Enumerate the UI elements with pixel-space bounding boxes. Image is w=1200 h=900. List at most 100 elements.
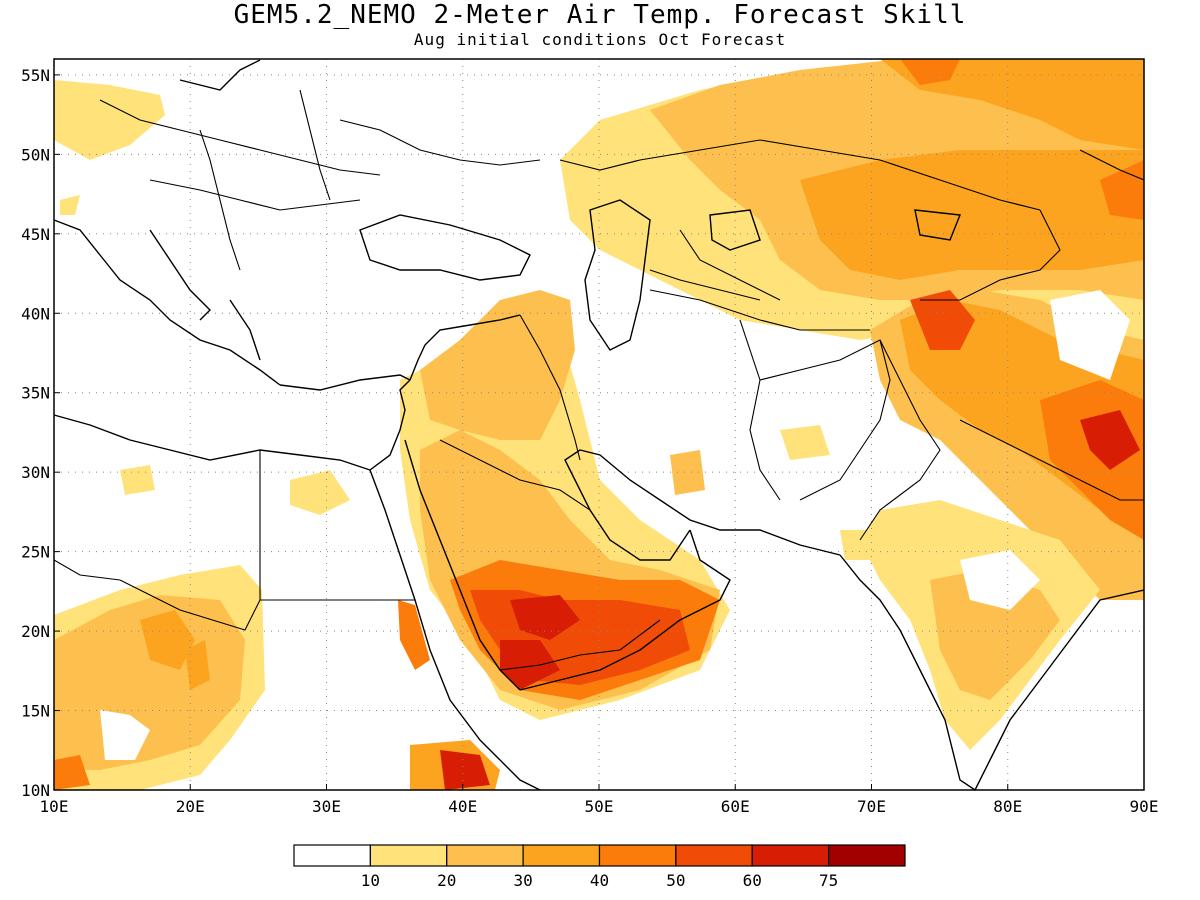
border-iran-iraq bbox=[519, 314, 581, 461]
colorbar-swatch bbox=[293, 844, 371, 867]
coast-black-sea bbox=[359, 214, 531, 281]
colorbar-label: 30 bbox=[513, 871, 532, 890]
border-chad bbox=[119, 579, 261, 631]
coast-aral bbox=[709, 209, 761, 251]
skill-shading bbox=[54, 59, 1144, 790]
shade-redsea bbox=[398, 600, 430, 670]
shade-afghan-blob bbox=[780, 425, 830, 460]
border-turkmen bbox=[649, 269, 761, 301]
shade-russia-red1 bbox=[900, 59, 960, 85]
y-tick-label: 25N bbox=[21, 543, 50, 562]
x-tick-label: 20E bbox=[176, 797, 205, 816]
shade-pak-blob bbox=[840, 530, 890, 560]
shade-arabia-dark bbox=[510, 595, 580, 640]
colorbar-swatch bbox=[598, 844, 677, 867]
coast-arabia-south bbox=[519, 529, 731, 691]
shade-russia-orange bbox=[800, 150, 1144, 280]
y-tick-label: 15N bbox=[21, 702, 50, 721]
coast-anatolia bbox=[279, 374, 411, 391]
border-europe1 bbox=[99, 99, 381, 176]
border-yemen bbox=[499, 619, 661, 671]
border-afghan-pak bbox=[759, 339, 891, 501]
border-europe2 bbox=[149, 179, 361, 211]
coast-levant bbox=[409, 314, 521, 381]
shade-kashmir-red bbox=[910, 290, 975, 350]
border-nepal bbox=[959, 419, 1144, 501]
border-uzbek bbox=[679, 229, 781, 301]
shade-europe-west2 bbox=[60, 195, 80, 215]
coast-greece bbox=[229, 299, 261, 361]
colorbar-label: 50 bbox=[666, 871, 685, 890]
shade-egypt-blob bbox=[290, 470, 350, 515]
border-russia-eu bbox=[339, 119, 541, 166]
y-tick-label: 40N bbox=[21, 304, 50, 323]
colorbar-label: 60 bbox=[743, 871, 762, 890]
y-tick-label: 50N bbox=[21, 145, 50, 164]
colorbar-swatch bbox=[751, 844, 830, 867]
colorbar-swatch bbox=[446, 844, 524, 867]
coast-india bbox=[839, 554, 1145, 792]
x-axis-ticks: 10E 20E 30E 40E 50E 60E 70E 80E 90E bbox=[40, 74, 1159, 816]
shade-sahel-red bbox=[54, 755, 90, 790]
coast-north-africa bbox=[53, 379, 411, 471]
y-tick-label: 20N bbox=[21, 622, 50, 641]
colorbar-label: 75 bbox=[819, 871, 838, 890]
x-tick-label: 90E bbox=[1130, 797, 1159, 816]
colorbar-label: 20 bbox=[437, 871, 456, 890]
x-tick-label: 10E bbox=[40, 797, 69, 816]
shade-sahel-patch bbox=[140, 610, 195, 670]
border-iran-afghan bbox=[739, 319, 781, 501]
border-europe4 bbox=[299, 89, 331, 201]
coastlines bbox=[53, 59, 1145, 792]
coast-balkhash bbox=[914, 209, 961, 241]
map-grid bbox=[54, 59, 1144, 790]
shade-levant bbox=[420, 290, 575, 440]
colorbar-swatch bbox=[828, 844, 906, 867]
shade-iran-blob bbox=[670, 450, 705, 495]
shade-tibet-white bbox=[1050, 290, 1130, 380]
border-europe3 bbox=[199, 129, 241, 271]
x-tick-label: 60E bbox=[721, 797, 750, 816]
colorbar-swatch bbox=[369, 844, 448, 867]
shade-horn-red bbox=[440, 750, 490, 790]
colorbar-swatch bbox=[675, 844, 753, 867]
coast-horn bbox=[499, 759, 541, 791]
coast-italy bbox=[149, 229, 211, 321]
colorbar: 10 20 30 40 50 60 75 bbox=[293, 844, 906, 890]
y-tick-label: 10N bbox=[21, 781, 50, 800]
shade-libya-blob bbox=[120, 465, 155, 495]
coast-caspian bbox=[584, 199, 651, 351]
border-china bbox=[920, 209, 1061, 301]
colorbar-label: 10 bbox=[361, 871, 380, 890]
y-tick-label: 45N bbox=[21, 225, 50, 244]
chart-title: GEM5.2_NEMO 2-Meter Air Temp. Forecast S… bbox=[233, 0, 967, 30]
x-tick-label: 80E bbox=[993, 797, 1022, 816]
border-pak-india bbox=[859, 339, 941, 541]
borders bbox=[53, 89, 1145, 671]
y-tick-label: 35N bbox=[21, 384, 50, 403]
border-kaz bbox=[559, 139, 1041, 211]
shade-india-white bbox=[960, 550, 1040, 610]
shade-europe-west bbox=[54, 80, 165, 160]
y-axis-ticks: 10N 15N 20N 25N 30N 35N 40N 45N 50N 55N bbox=[21, 66, 50, 800]
x-tick-label: 50E bbox=[585, 797, 614, 816]
shade-russia-ne bbox=[880, 59, 1144, 150]
shade-arabia-dark2 bbox=[500, 640, 560, 690]
chart-subtitle: Aug initial conditions Oct Forecast bbox=[413, 30, 787, 49]
border-kaz-south bbox=[649, 289, 870, 331]
x-tick-label: 30E bbox=[312, 797, 341, 816]
x-tick-label: 70E bbox=[857, 797, 886, 816]
shade-india-mid bbox=[930, 570, 1060, 700]
coast-europe bbox=[53, 219, 281, 386]
coast-redsea-west bbox=[369, 469, 501, 761]
shade-sahel-patch2 bbox=[185, 640, 210, 690]
colorbar-swatch bbox=[522, 844, 601, 867]
x-tick-label: 40E bbox=[448, 797, 477, 816]
border-saudi bbox=[439, 439, 591, 511]
coast-baltic bbox=[179, 59, 261, 91]
colorbar-label: 40 bbox=[590, 871, 609, 890]
coast-gulf bbox=[564, 449, 841, 561]
border-chad2 bbox=[53, 559, 121, 581]
shade-sahel-white bbox=[100, 710, 150, 760]
